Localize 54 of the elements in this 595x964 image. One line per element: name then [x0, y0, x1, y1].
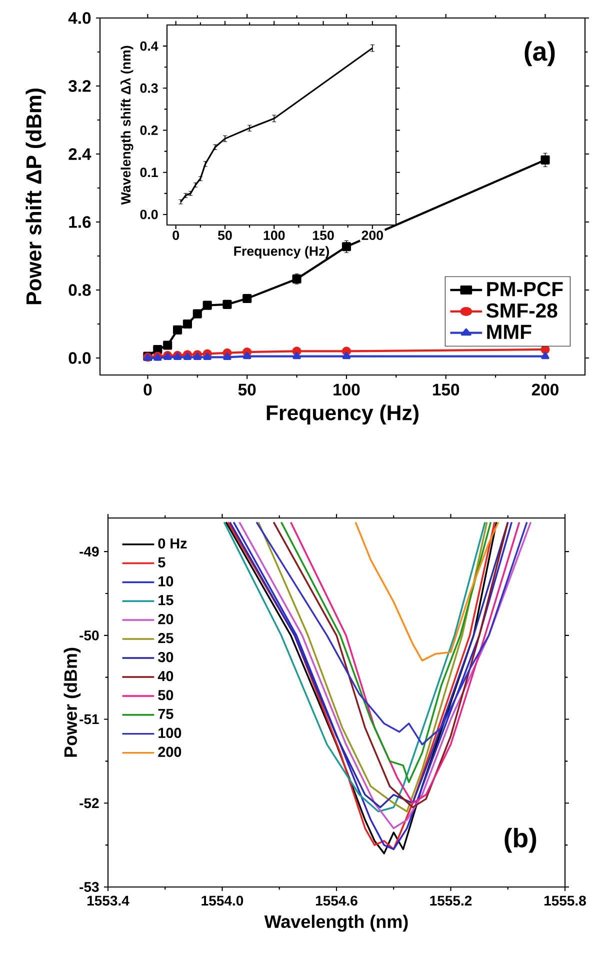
x-tick-label: 200: [532, 384, 558, 396]
x-tick-label: 0: [144, 384, 152, 396]
y-tick-label: 0.3: [140, 83, 158, 93]
y-tick-label: -53: [80, 882, 99, 892]
legend-label: 200: [158, 746, 182, 757]
legend-label: 0 Hz: [158, 538, 187, 549]
y-axis-title: Power shift ΔP (dBm): [26, 88, 46, 304]
legend-label: 75: [158, 708, 174, 720]
x-tick-label: 1554.6: [316, 896, 358, 906]
y-tick-label: 0.8: [68, 284, 91, 296]
x-tick-label: 1555.2: [430, 896, 472, 906]
y-tick-label: 2.4: [68, 148, 92, 160]
x-axis-title: Wavelength (nm): [264, 914, 408, 932]
legend-label: MMF: [487, 324, 532, 339]
y-tick-label: -49: [80, 546, 99, 557]
x-axis-title: Frequency (Hz): [234, 246, 329, 258]
y-tick-label: 4.0: [68, 12, 91, 24]
x-tick-label: 150: [432, 384, 460, 396]
x-axis-title: Frequency (Hz): [266, 404, 418, 425]
legend-label: 15: [158, 595, 174, 606]
y-tick-label: 0.0: [68, 352, 91, 364]
y-tick-label: -51: [80, 714, 99, 724]
legend-label: SMF-28: [486, 303, 558, 318]
legend-label: 40: [158, 670, 174, 682]
legend-label: 25: [158, 633, 174, 644]
legend-label: 20: [158, 614, 174, 624]
x-tick-label: 100: [264, 230, 285, 240]
x-tick-label: 1554.0: [202, 896, 244, 906]
legend-label: 100: [158, 728, 182, 738]
x-tick-label: 50: [218, 230, 232, 240]
y-tick-label: -50: [80, 630, 99, 640]
x-tick-label: 1555.8: [544, 896, 586, 906]
y-tick-label: 3.2: [68, 80, 91, 92]
x-tick-label: 1553.4: [87, 896, 130, 906]
legend-label: 30: [158, 652, 174, 662]
x-tick-label: 0: [172, 230, 180, 240]
y-tick-label: 0.2: [140, 126, 158, 135]
legend-label: 10: [158, 576, 174, 586]
y-tick-label: 0.0: [140, 210, 158, 220]
y-axis-title: Wavelength shift Δλ (nm): [120, 46, 134, 205]
legend-label: 5: [158, 557, 166, 568]
annotation: (b): [504, 828, 536, 853]
x-tick-label: 200: [362, 230, 383, 240]
x-tick-label: 100: [334, 384, 360, 396]
x-tick-label: 50: [238, 384, 256, 396]
x-tick-label: 150: [312, 230, 334, 240]
y-tick-label: 0.1: [140, 168, 158, 178]
y-tick-label: 0.4: [140, 41, 158, 51]
y-tick-label: 1.6: [69, 216, 91, 228]
legend-label: 50: [158, 690, 174, 700]
annotation: (a): [524, 41, 555, 66]
legend-label: PM-PCF: [487, 282, 563, 296]
y-tick-label: -52: [80, 798, 99, 808]
y-axis-title: Power (dBm): [64, 648, 81, 757]
